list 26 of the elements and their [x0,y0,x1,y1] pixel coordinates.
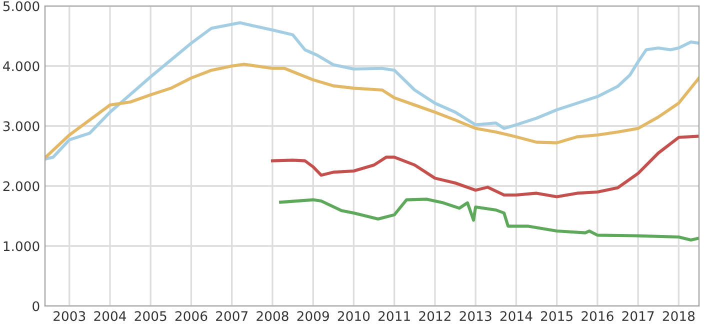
line-series [270,134,699,198]
y-tick-label: 2.000 [3,181,40,192]
y-tick-label: 5.000 [3,1,40,12]
y-tick-label: 0 [32,301,40,312]
line-series [45,21,699,161]
x-tick-label: 2010 [338,311,370,322]
x-tick-label: 2011 [378,311,410,322]
x-tick-label: 2009 [297,311,329,322]
x-tick-label: 2016 [582,311,614,322]
x-tick-label: 2017 [622,311,654,322]
x-tick-label: 2013 [460,311,492,322]
x-tick-label: 2012 [419,311,450,322]
line-series [45,62,699,160]
x-tick-label: 2006 [175,311,208,322]
y-tick-label: 4.000 [3,61,40,72]
x-tick-label: 2003 [54,311,86,322]
x-tick-label: 2008 [256,311,288,322]
x-tick-label: 2014 [500,311,532,322]
x-tick-label: 2007 [216,311,248,322]
y-tick-label: 3.000 [3,121,40,132]
x-tick-label: 2005 [134,311,166,322]
y-tick-label: 1.000 [4,241,40,252]
line-series [279,198,699,242]
x-tick-label: 2004 [94,311,126,322]
x-tick-label: 2015 [541,311,572,322]
x-tick-label: 2018 [662,311,695,322]
